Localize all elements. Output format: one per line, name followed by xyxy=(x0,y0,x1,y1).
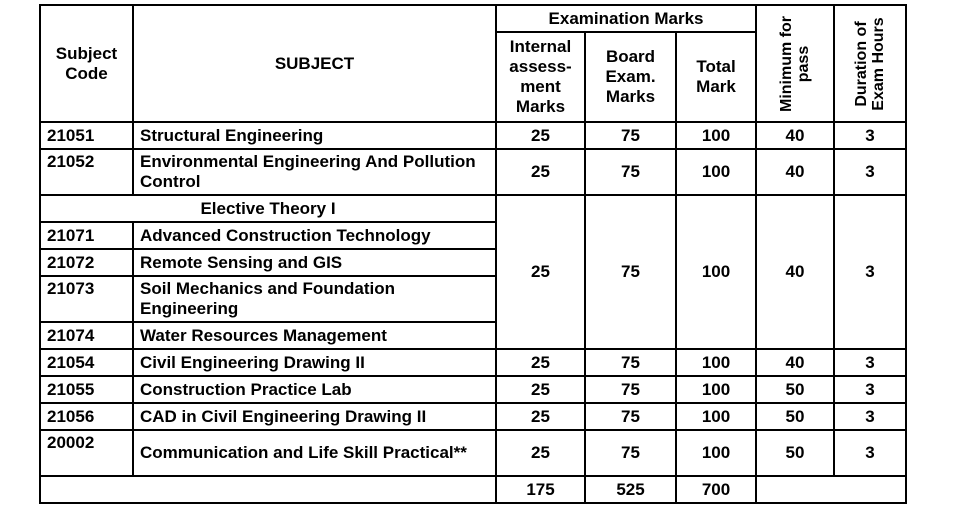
subject-name: Communication and Life Skill Practical** xyxy=(132,429,497,477)
subject-code: 21074 xyxy=(39,321,134,350)
minimum-pass: 40 xyxy=(755,148,836,196)
minimum-pass: 50 xyxy=(755,429,836,477)
header-internal: Internal assess- ment Marks xyxy=(495,31,586,123)
exam-hours: 3 xyxy=(833,148,908,196)
minimum-pass: 40 xyxy=(755,121,836,150)
table-row: 21073 Soil Mechanics and Foundation Engi… xyxy=(39,275,906,323)
board-marks: 75 xyxy=(584,348,677,377)
internal-marks: 25 xyxy=(495,121,586,150)
table-row: 21074 Water Resources Management xyxy=(39,321,906,350)
table-row: 21051 Structural Engineering 25 75 100 4… xyxy=(39,121,908,150)
header-duration: Duration of Exam Hours xyxy=(833,4,908,123)
table-row: 21071 Advanced Construction Technology xyxy=(39,221,906,250)
total-mark: 100 xyxy=(674,121,758,150)
total-mark: 100 xyxy=(674,429,758,477)
internal-marks: 25 xyxy=(495,375,586,404)
subject-name: Environmental Engineering And Pollution … xyxy=(132,148,497,196)
table-row: 21072 Remote Sensing and GIS xyxy=(39,248,906,277)
minimum-pass: 40 xyxy=(755,194,836,350)
subject-code: 20002 xyxy=(39,429,134,477)
minimum-pass: 40 xyxy=(755,348,836,377)
internal-marks: 25 xyxy=(495,429,586,477)
subject-code: 21052 xyxy=(39,148,134,196)
total-board: 525 xyxy=(584,475,677,504)
marks-table: Subject Code SUBJECT Examination Marks M… xyxy=(39,4,908,504)
header-duration-label: Duration of Exam Hours xyxy=(853,16,888,111)
subject-name: Advanced Construction Technology xyxy=(132,221,497,250)
totals-empty-cell xyxy=(755,475,908,504)
header-subject: SUBJECT xyxy=(132,4,497,123)
elective-title-row: Elective Theory I 25 75 100 40 3 xyxy=(39,194,908,350)
board-marks: 75 xyxy=(584,148,677,196)
subject-code: 21056 xyxy=(39,402,134,431)
table-row: 20002 Communication and Life Skill Pract… xyxy=(39,429,908,477)
totals-row: 175 525 700 xyxy=(39,475,908,504)
total-internal: 175 xyxy=(495,475,586,504)
exam-hours: 3 xyxy=(833,402,908,431)
internal-marks: 25 xyxy=(495,194,586,350)
subject-name: Construction Practice Lab xyxy=(132,375,497,404)
table-row: 21055 Construction Practice Lab 25 75 10… xyxy=(39,375,908,404)
internal-marks: 25 xyxy=(495,148,586,196)
total-mark: 100 xyxy=(674,194,758,350)
header-examination-marks: Examination Marks xyxy=(494,4,758,33)
exam-hours: 3 xyxy=(833,121,908,150)
header-minimum-for-pass: Minimum for pass xyxy=(755,4,836,123)
minimum-pass: 50 xyxy=(755,402,836,431)
total-mark: 100 xyxy=(674,148,758,196)
subject-name: CAD in Civil Engineering Drawing II xyxy=(132,402,497,431)
table-row: 21052 Environmental Engineering And Poll… xyxy=(39,148,908,196)
subject-name: Structural Engineering xyxy=(132,121,497,150)
exam-hours: 3 xyxy=(833,194,908,350)
subject-code: 21071 xyxy=(39,221,134,250)
total-total: 700 xyxy=(674,475,758,504)
table-row: 21056 CAD in Civil Engineering Drawing I… xyxy=(39,402,908,431)
total-mark: 100 xyxy=(674,348,758,377)
total-mark: 100 xyxy=(674,375,758,404)
header-minimum-label: Minimum for pass xyxy=(778,15,813,112)
elective-title: Elective Theory I xyxy=(39,194,497,223)
subject-code: 21054 xyxy=(39,348,134,377)
exam-hours: 3 xyxy=(833,375,908,404)
subject-name: Soil Mechanics and Foundation Engineerin… xyxy=(132,275,497,323)
minimum-pass: 50 xyxy=(755,375,836,404)
board-marks: 75 xyxy=(584,194,677,350)
table-row: 21054 Civil Engineering Drawing II 25 75… xyxy=(39,348,908,377)
internal-marks: 25 xyxy=(495,348,586,377)
subject-code: 21072 xyxy=(39,248,134,277)
internal-marks: 25 xyxy=(495,402,586,431)
header-subject-code: Subject Code xyxy=(39,4,134,123)
subject-name: Remote Sensing and GIS xyxy=(132,248,497,277)
board-marks: 75 xyxy=(584,121,677,150)
total-mark: 100 xyxy=(674,402,758,431)
board-marks: 75 xyxy=(584,375,677,404)
exam-hours: 3 xyxy=(833,348,908,377)
exam-hours: 3 xyxy=(833,429,908,477)
board-marks: 75 xyxy=(584,402,677,431)
header-total: Total Mark xyxy=(674,31,758,123)
subject-name: Civil Engineering Drawing II xyxy=(132,348,497,377)
header-board: Board Exam. Marks xyxy=(584,31,677,123)
subject-code: 21073 xyxy=(39,275,134,323)
subject-code: 21055 xyxy=(39,375,134,404)
totals-label-cell xyxy=(39,475,497,504)
subject-name: Water Resources Management xyxy=(132,321,497,350)
subject-code: 21051 xyxy=(39,121,134,150)
board-marks: 75 xyxy=(584,429,677,477)
